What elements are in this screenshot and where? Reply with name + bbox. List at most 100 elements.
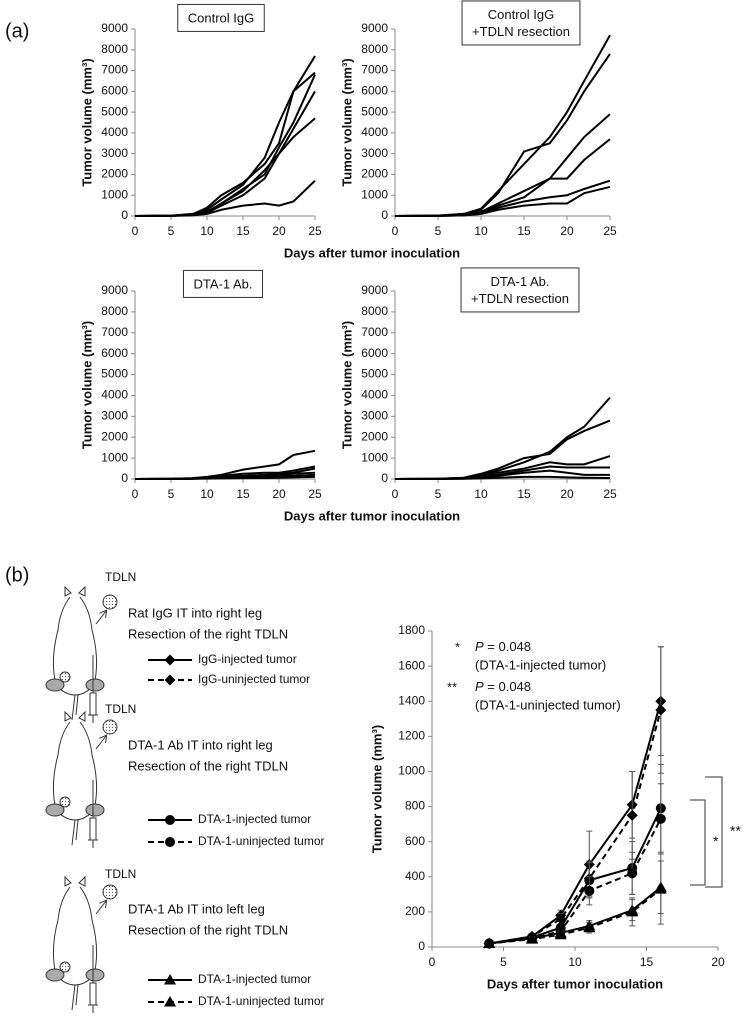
x-tick-label: 10 (200, 487, 214, 501)
series-line (489, 709, 662, 945)
x-tick-label: 10 (200, 224, 214, 238)
y-tick-label: 2000 (101, 167, 128, 181)
y-tick-label: 2000 (361, 167, 388, 181)
x-tick-label: 0 (132, 224, 139, 238)
y-tick-label: 0 (418, 939, 425, 953)
legend-marker (164, 996, 176, 1007)
y-tick-label: 1000 (398, 764, 425, 778)
series-line (489, 886, 662, 945)
marker (655, 704, 667, 716)
series-line (489, 888, 662, 945)
annotation-italic: P (475, 639, 484, 654)
y-tick-label: 2000 (361, 429, 388, 443)
y-tick-label: 6000 (101, 84, 128, 98)
title-box: Control IgG (177, 3, 265, 32)
annotation-symbol: * (455, 639, 460, 654)
y-tick-label: 1000 (361, 450, 388, 464)
schematic-text: DTA-1 Ab IT into right leg (128, 737, 273, 752)
x-tick-label: 25 (603, 224, 617, 238)
y-tick-label: 1000 (101, 450, 128, 464)
x-tick-label: 0 (429, 955, 436, 969)
y-tick-label: 5000 (101, 104, 128, 118)
x-axis-label: Days after tumor inoculation (284, 508, 460, 523)
x-tick-label: 20 (272, 224, 286, 238)
y-tick-label: 9000 (361, 283, 388, 297)
x-tick-label: 5 (168, 224, 175, 238)
node-label: TDLN (105, 867, 136, 881)
y-tick-label: 3000 (101, 146, 128, 160)
series-line (394, 138, 611, 217)
x-tick-label: 25 (308, 224, 322, 238)
y-tick-label: 5000 (361, 104, 388, 118)
y-tick-label: 8000 (361, 304, 388, 318)
x-tick-label: 15 (236, 487, 250, 501)
y-tick-label: 4000 (101, 125, 128, 139)
annotation: P = 0.048 (475, 679, 531, 694)
annotation-text: = 0.048 (484, 639, 531, 654)
y-tick-label: 1600 (398, 658, 425, 672)
legend-marker (164, 974, 176, 985)
title-box: DTA-1 Ab. (182, 269, 264, 298)
y-tick-label: 400 (405, 869, 425, 883)
y-tick-label: 1200 (398, 729, 425, 743)
y-tick-label: 7000 (101, 63, 128, 77)
node-label: TDLN (105, 570, 136, 584)
x-tick-label: 0 (132, 487, 139, 501)
y-tick-label: 4000 (101, 388, 128, 402)
title-frame (182, 269, 264, 298)
y-tick-label: 1400 (398, 693, 425, 707)
x-tick-label: 15 (236, 224, 250, 238)
legend-marker (164, 654, 176, 666)
y-tick-label: 3000 (361, 146, 388, 160)
annotation-symbol: ** (447, 679, 457, 694)
mouse-diagram (45, 586, 118, 1014)
y-tick-label: 0 (381, 208, 388, 222)
title-box: Control IgG +TDLN resection (461, 0, 581, 46)
y-tick-label: 3000 (101, 409, 128, 423)
legend-label: DTA-1-uninjected tumor (198, 994, 325, 1008)
panel-label: (b) (5, 564, 29, 586)
series-line (134, 179, 316, 217)
y-tick-label: 9000 (361, 21, 388, 35)
x-tick-label: 5 (500, 955, 507, 969)
series-line (394, 34, 611, 217)
marker (654, 883, 667, 894)
series-line (135, 475, 316, 480)
title-frame (177, 3, 265, 32)
x-tick-label: 20 (711, 955, 725, 969)
series-line (394, 185, 611, 217)
y-tick-label: 2000 (101, 429, 128, 443)
y-tick-label: 0 (121, 471, 128, 485)
x-tick-label: 10 (474, 487, 488, 501)
y-axis-label: Tumor volume (mm³) (79, 58, 94, 186)
y-tick-label: 3000 (361, 409, 388, 423)
title-frame (461, 0, 581, 46)
schematic-text: Resection of the right TDLN (128, 758, 288, 773)
x-tick-label: 25 (603, 487, 617, 501)
marker (583, 921, 596, 933)
legend-marker (165, 837, 175, 847)
x-tick-label: 15 (517, 487, 531, 501)
panel-label: (a) (5, 20, 29, 42)
x-tick-label: 20 (272, 487, 286, 501)
title-frame (460, 267, 580, 313)
series-line (489, 818, 662, 945)
y-tick-label: 8000 (101, 304, 128, 318)
y-tick-label: 8000 (101, 42, 128, 56)
y-tick-label: 200 (405, 904, 425, 918)
schematic-text: Rat IgG IT into right leg (128, 605, 262, 620)
x-axis-label: Days after tumor inoculation (487, 976, 663, 991)
y-axis-label: Tumor volume (mm³) (369, 725, 384, 853)
legend-label: DTA-1-uninjected tumor (198, 834, 325, 848)
x-tick-label: 20 (560, 487, 574, 501)
chart-title: DTA-1 Ab. (193, 276, 252, 291)
schematic-text: Resection of the right TDLN (128, 922, 288, 937)
legend-label: DTA-1-injected tumor (198, 972, 311, 986)
legend-label: DTA-1-injected tumor (198, 812, 311, 826)
x-tick-label: 0 (392, 224, 399, 238)
x-axis-label: Days after tumor inoculation (284, 245, 460, 260)
chart-title: Control IgG (488, 7, 554, 22)
chart-title: DTA-1 Ab. (490, 274, 549, 289)
marker (483, 937, 496, 948)
marker (626, 905, 639, 917)
